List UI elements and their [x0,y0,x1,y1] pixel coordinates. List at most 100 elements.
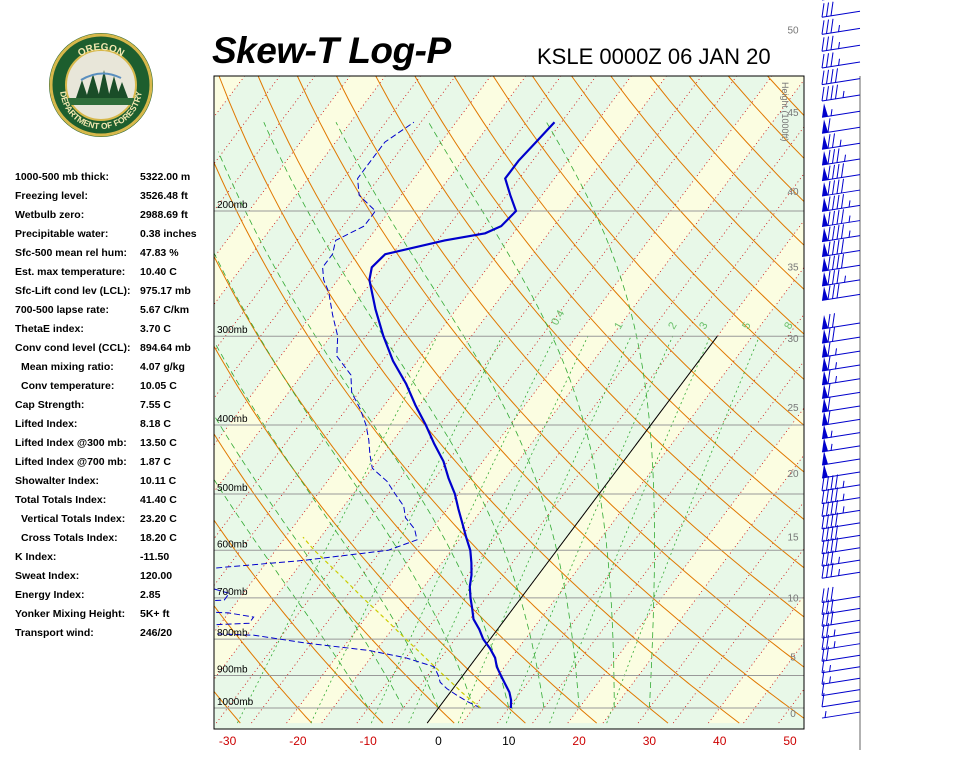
parcel-profile [302,536,482,709]
wind-barb [821,327,861,344]
mixing-ratio-line [370,336,556,724]
wind-barb-shaft [821,142,861,150]
wind-barb [821,253,861,272]
mixing-ratio-line [549,336,711,724]
wind-barb [821,500,861,517]
index-value: 246/20 [140,627,173,639]
wind-barb-flag [841,194,844,209]
wind-barb-shaft [821,10,861,18]
wind-barb-half-flag [833,629,836,637]
index-value: 8.18 C [140,418,171,430]
wind-barb-pennant [822,150,828,165]
wind-barb-flag [830,500,834,515]
wind-barb-shaft [821,522,861,530]
x-tick-label: 0 [435,734,442,748]
dry-adiabat [257,76,804,719]
index-row: Sfc-500 mean rel hum: 47.83 % [15,244,215,263]
wind-barb-shaft [821,643,861,651]
index-value: 47.83 % [140,247,179,259]
dry-adiabat [214,690,241,724]
height-tick-label: 35 [787,262,799,273]
isotherm-band [214,76,245,117]
wind-barb-half-flag [839,139,842,147]
index-label: Conv cond level (CCL): [15,342,131,354]
x-tick-label: 20 [572,734,586,748]
index-row: Yonker Mixing Height: 5K+ ft [15,605,215,624]
wind-barb-flag [821,514,825,529]
wind-barb-half-flag [838,556,840,564]
wind-barb-flag [821,70,825,85]
isobar-label: 600mb [217,539,248,550]
wind-barb-flag [821,539,825,554]
wind-barb [821,383,861,399]
x-tick-label: -10 [360,734,378,748]
wind-barb-flag [835,525,838,540]
wind-barb-half-flag [838,25,840,33]
wind-barb-shaft [821,235,861,243]
plot-frame [213,75,805,730]
index-value: 5322.00 m [140,171,191,183]
mixing-ratio-label: 8 [782,320,795,331]
index-value: 13.50 C [140,437,177,449]
wind-barb-flag [827,134,831,149]
wind-barb-flag [832,270,835,285]
index-value: 2988.69 ft [140,209,188,221]
wind-barb-shaft [821,559,861,567]
isotherm-line [214,76,386,306]
wind-barb [821,369,861,386]
dry-adiabat [335,76,804,618]
wind-barb-pennant [822,227,828,242]
wind-barb-half-flag [835,375,837,384]
isotherm-line [286,76,773,724]
wind-barb-shaft [821,534,861,542]
wind-barb [821,410,861,426]
wind-barb-flag [826,587,829,602]
index-row: Cross Totals Index: 18.20 C [15,529,215,548]
wind-barb-flag [826,476,829,491]
wind-barb [821,224,861,243]
wind-barb-flag [832,313,835,328]
isotherm-line [214,76,316,212]
wind-barb-shaft [821,336,861,344]
height-tick-label: 15 [787,532,799,543]
index-row: Mean mixing ratio: 4.07 g/kg [15,358,215,377]
wind-barb-pennant [822,357,828,372]
wind-barb-flag [830,525,834,540]
index-label: Yonker Mixing Height: [15,608,126,620]
wind-barb-flag [827,328,831,343]
wind-barb [821,710,861,719]
index-label: Sweat Index: [15,570,80,582]
isotherm-band [0,0,234,723]
wind-barb-flag [821,476,825,491]
wind-barb-flag [830,562,834,577]
index-label: Lifted Index: [15,418,78,430]
isotherm-band [214,76,315,211]
wind-barb-half-flag [835,362,837,370]
x-tick-label: -20 [289,734,307,748]
wind-barb-flag [826,501,829,516]
wind-barb-half-flag [848,230,851,238]
wind-barb-flag [841,253,844,269]
wind-barb-flag [827,369,831,384]
wind-barb [821,437,861,453]
wind-barb [821,550,861,567]
wind-barb-shaft [821,189,861,197]
height-axis-label: Height (1000ft) [780,82,790,142]
wind-barb-flag [830,69,834,84]
wind-barb [821,148,861,166]
wind-barb-flag [841,178,844,193]
wind-barb [821,424,861,440]
isotherm-line [214,76,597,587]
wind-barb [821,35,861,52]
isotherm-line [251,76,738,724]
wind-barb-shaft [821,350,861,358]
wind-barb-shaft [821,509,861,517]
index-row: Conv cond level (CCL): 894.64 mb [15,339,215,358]
wind-barb [821,487,861,505]
wind-barb-shaft [821,631,861,639]
wind-barb-flag [835,500,838,515]
wind-barb-flag [836,194,840,209]
wind-barb-flag [821,53,825,69]
wind-barb-flag [827,355,831,371]
wind-barb-half-flag [830,443,833,451]
